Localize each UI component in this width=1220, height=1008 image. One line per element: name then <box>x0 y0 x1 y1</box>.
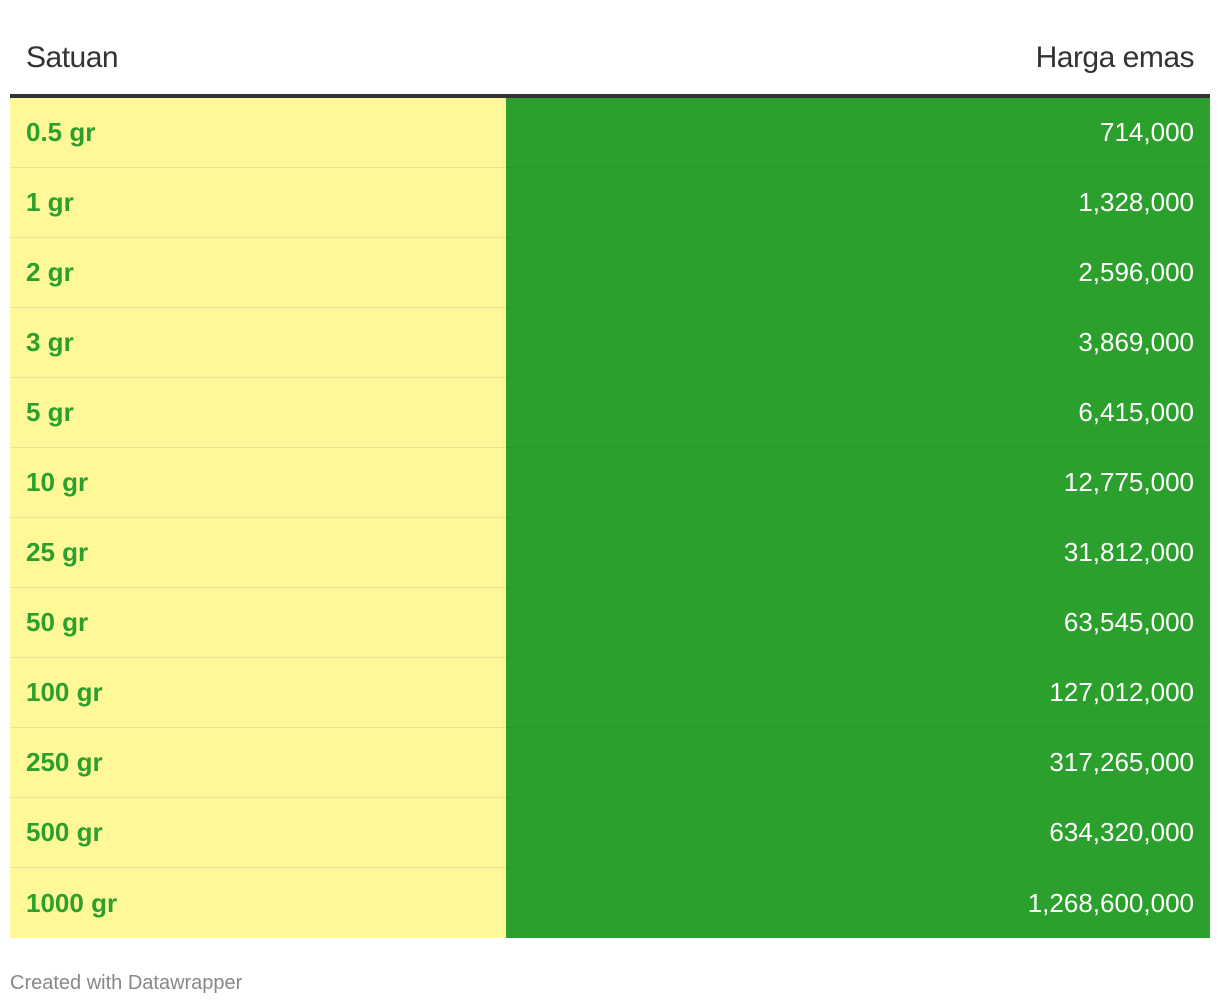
datawrapper-credit: Created with Datawrapper <box>10 972 243 994</box>
table-row: 1000 gr 1,268,600,000 <box>10 868 1210 938</box>
table-row: 5 gr 6,415,000 <box>10 378 1210 448</box>
table-row: 0.5 gr 714,000 <box>10 98 1210 168</box>
price-cell: 31,812,000 <box>506 518 1210 588</box>
price-cell: 3,869,000 <box>506 308 1210 378</box>
price-cell: 1,268,600,000 <box>506 868 1210 938</box>
unit-cell: 50 gr <box>10 588 506 658</box>
unit-cell: 250 gr <box>10 728 506 798</box>
price-cell: 714,000 <box>506 98 1210 168</box>
unit-cell: 25 gr <box>10 518 506 588</box>
unit-cell: 10 gr <box>10 448 506 518</box>
column-header-unit: Satuan <box>26 41 119 74</box>
price-cell: 63,545,000 <box>506 588 1210 658</box>
price-table: Satuan Harga emas 0.5 gr 714,000 1 gr 1,328… <box>10 0 1210 938</box>
column-header-price: Harga emas <box>1035 41 1195 74</box>
unit-cell: 3 gr <box>10 308 506 378</box>
table-body: 0.5 gr 714,000 1 gr 1,328,000 2 gr 2,596,000 3… <box>10 98 1210 938</box>
unit-cell: 500 gr <box>10 798 506 868</box>
unit-cell: 100 gr <box>10 658 506 728</box>
unit-cell: 1000 gr <box>10 868 506 938</box>
unit-cell: 1 gr <box>10 168 506 238</box>
table-row: 10 gr 12,775,000 <box>10 448 1210 518</box>
table-row: 25 gr 31,812,000 <box>10 518 1210 588</box>
price-cell: 634,320,000 <box>506 798 1210 868</box>
unit-cell: 2 gr <box>10 238 506 308</box>
table-row: 1 gr 1,328,000 <box>10 168 1210 238</box>
table-row: 50 gr 63,545,000 <box>10 588 1210 658</box>
price-cell: 317,265,000 <box>506 728 1210 798</box>
price-cell: 6,415,000 <box>506 378 1210 448</box>
table-row: 3 gr 3,869,000 <box>10 308 1210 378</box>
table-row: 500 gr 634,320,000 <box>10 798 1210 868</box>
unit-cell: 5 gr <box>10 378 506 448</box>
price-cell: 127,012,000 <box>506 658 1210 728</box>
unit-cell: 0.5 gr <box>10 98 506 168</box>
price-cell: 2,596,000 <box>506 238 1210 308</box>
table-row: 100 gr 127,012,000 <box>10 658 1210 728</box>
table-row: 250 gr 317,265,000 <box>10 728 1210 798</box>
table-header: Satuan Harga emas <box>10 0 1210 98</box>
price-cell: 1,328,000 <box>506 168 1210 238</box>
price-cell: 12,775,000 <box>506 448 1210 518</box>
table-row: 2 gr 2,596,000 <box>10 238 1210 308</box>
